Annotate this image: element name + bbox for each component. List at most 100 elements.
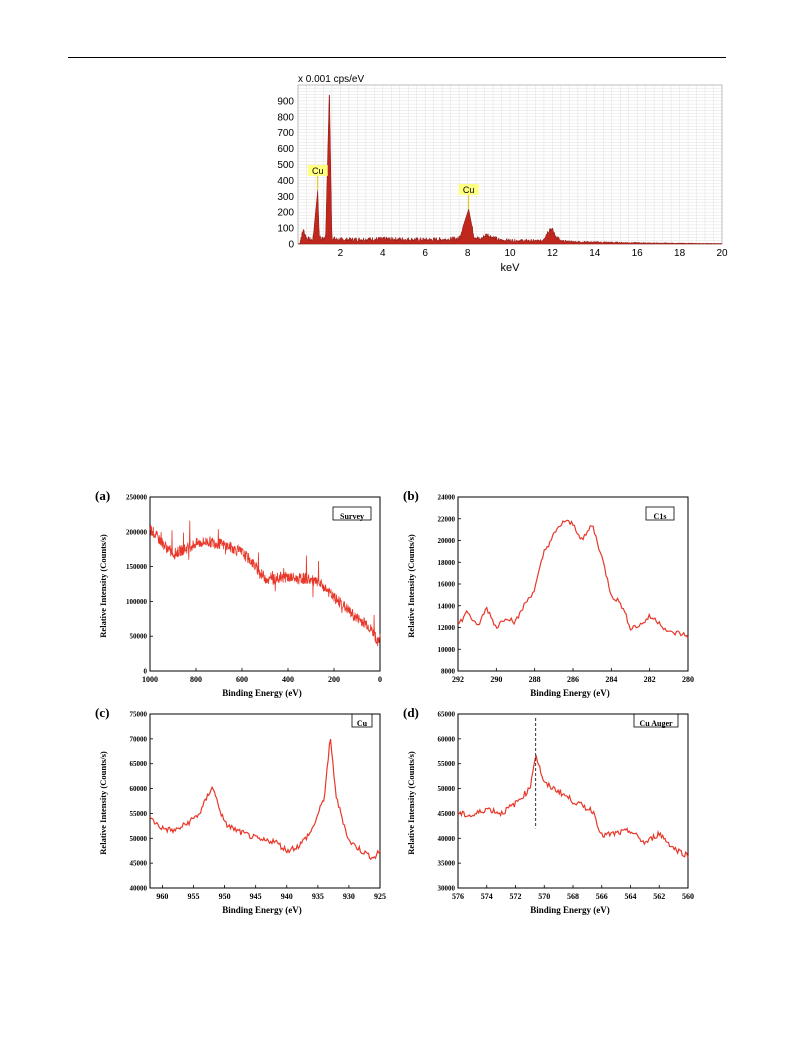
y-tick-label: 45000 <box>438 810 456 818</box>
x-tick-label: 290 <box>490 675 502 684</box>
xps-line <box>457 755 689 859</box>
legend-label: Cu Auger <box>639 719 673 728</box>
x-tick-label: 292 <box>452 675 464 684</box>
xps-line <box>149 738 381 861</box>
y-tick-label: 18000 <box>438 559 456 567</box>
peak-label-box <box>307 164 328 176</box>
y-tick-label: 0 <box>288 240 294 251</box>
header-rule <box>68 57 726 58</box>
x-tick-label: 564 <box>625 892 637 901</box>
x-tick-label: 284 <box>605 675 617 684</box>
x-tick-label: 1000 <box>142 675 158 684</box>
x-tick-label: 4 <box>380 248 386 259</box>
legend-label: Cu <box>357 719 368 728</box>
y-tick-label: 900 <box>277 96 294 107</box>
y-tick-label: 150000 <box>126 563 148 571</box>
y-axis-label: Relative Intensity (Counts/s) <box>98 751 108 855</box>
y-tick-label: 55000 <box>438 760 456 768</box>
plot-frame <box>457 713 689 889</box>
panel-letter: (c) <box>95 705 109 720</box>
y-tick-label: 0 <box>144 668 148 676</box>
y-tick-label: 24000 <box>438 494 456 502</box>
x-tick-label: 200 <box>328 675 340 684</box>
x-tick-label: 18 <box>674 248 686 259</box>
x-tick-label: 940 <box>281 892 293 901</box>
y-tick-label: 400 <box>277 176 294 187</box>
x-tick-label: 572 <box>510 892 522 901</box>
y-tick-label: 20000 <box>438 537 456 545</box>
xps-plot: 8000 10000 12000 14000 16000 18000 20000 22000 2… <box>438 494 695 685</box>
y-tick-label: 65000 <box>130 760 148 768</box>
y-tick-label: 60000 <box>130 785 148 793</box>
y-axis-label: Relative Intensity (Counts/s) <box>98 534 108 638</box>
x-axis-label: Binding Energy (eV) <box>222 905 302 915</box>
x-tick-label: 282 <box>644 675 656 684</box>
x-tick-label: 288 <box>529 675 541 684</box>
panel-letter: (b) <box>403 488 419 503</box>
y-tick-label: 600 <box>277 144 294 155</box>
xps-cu-auger-chart: (d) Cu Auger Binding Energy (eV) Relativ… <box>403 705 695 915</box>
peak-label-box <box>458 184 479 196</box>
x-tick-label: 800 <box>190 675 202 684</box>
x-tick-label: 560 <box>682 892 694 901</box>
y-tick-label: 14000 <box>438 602 456 610</box>
peak-label: Cu <box>463 185 475 195</box>
xps-panel-d: (d) Cu Auger Binding Energy (eV) Relativ… <box>398 700 698 920</box>
xps-cu-chart: (c) Cu Binding Energy (eV) Relative Inte… <box>95 705 387 915</box>
x-tick-label: 280 <box>682 675 694 684</box>
y-tick-label: 250000 <box>126 494 148 502</box>
y-tick-label: 300 <box>277 192 294 203</box>
eds-axes: 0 100 200 300 400 500 600 700 800 900 2 4 6 8 10 12 14 16… <box>277 84 728 259</box>
legend-box <box>332 506 372 521</box>
xps-plot: 40000 45000 50000 55000 60000 65000 70000 75000… <box>130 711 387 902</box>
x-axis-label: Binding Energy (eV) <box>530 905 610 915</box>
y-tick-label: 40000 <box>130 885 148 893</box>
y-tick-label: 700 <box>277 128 294 139</box>
x-tick-label: 10 <box>504 248 516 259</box>
x-tick-label: 935 <box>312 892 324 901</box>
eds-marks <box>297 94 723 245</box>
y-tick-label: 100 <box>277 224 294 235</box>
x-tick-label: 568 <box>567 892 579 901</box>
eds-grid <box>297 84 723 245</box>
x-tick-label: 8 <box>465 248 471 259</box>
y-tick-label: 200 <box>277 208 294 219</box>
legend-box <box>645 506 675 521</box>
y-tick-label: 16000 <box>438 581 456 589</box>
x-axis-label: Binding Energy (eV) <box>222 688 302 698</box>
x-tick-label: 2 <box>338 248 344 259</box>
y-tick-label: 50000 <box>130 835 148 843</box>
peak-label: Cu <box>312 166 324 176</box>
eds-unit-label: x 0.001 cps/eV <box>298 74 364 85</box>
xps-panel-c: (c) Cu Binding Energy (eV) Relative Inte… <box>90 700 390 920</box>
eds-spectrum-chart: x 0.001 cps/eV keV 0 100 200 300 400 500 600 70… <box>277 74 728 274</box>
xps-plot: 30000 35000 40000 45000 50000 55000 60000 65000… <box>438 711 695 902</box>
eds-x-axis-label: keV <box>501 262 521 274</box>
x-tick-label: 576 <box>452 892 464 901</box>
panel-letter: (a) <box>95 488 110 503</box>
xps-c1s-chart: (b) C1s Binding Energy (eV) Relative Int… <box>403 488 695 698</box>
y-tick-label: 200000 <box>126 528 148 536</box>
y-tick-label: 30000 <box>438 885 456 893</box>
x-tick-label: 566 <box>596 892 608 901</box>
x-tick-label: 0 <box>378 675 382 684</box>
legend-label: C1s <box>654 512 667 521</box>
x-tick-label: 950 <box>219 892 231 901</box>
x-tick-label: 600 <box>236 675 248 684</box>
x-tick-label: 562 <box>653 892 665 901</box>
y-axis-label: Relative Intensity (Counts/s) <box>406 751 416 855</box>
xps-plot: 0 50000 100000 150000 200000 250000 1000 800 600… <box>126 494 382 685</box>
x-tick-label: 570 <box>538 892 550 901</box>
y-axis-label: Relative Intensity (Counts/s) <box>406 534 416 638</box>
plot-frame <box>149 713 381 889</box>
y-tick-label: 40000 <box>438 835 456 843</box>
x-tick-label: 6 <box>422 248 428 259</box>
xps-panel-b: (b) C1s Binding Energy (eV) Relative Int… <box>398 483 698 703</box>
x-tick-label: 20 <box>716 248 728 259</box>
y-tick-label: 10000 <box>438 646 456 654</box>
xps-line <box>149 520 381 647</box>
x-tick-label: 12 <box>547 248 559 259</box>
y-tick-label: 800 <box>277 112 294 123</box>
y-tick-label: 8000 <box>441 668 456 676</box>
y-tick-label: 75000 <box>130 711 148 719</box>
